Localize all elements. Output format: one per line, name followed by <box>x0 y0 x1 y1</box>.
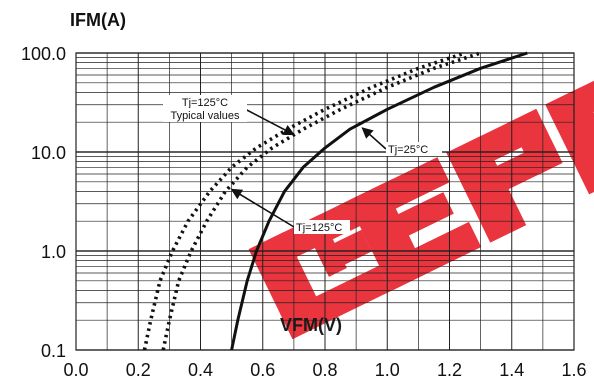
annotation-background <box>163 108 247 122</box>
x-tick-label: 0.0 <box>63 360 88 380</box>
x-axis-label: VFM(V) <box>280 315 342 335</box>
y-tick-label: 0.1 <box>41 341 66 361</box>
annotation-arrow <box>242 107 295 136</box>
x-tick-label: 0.8 <box>312 360 337 380</box>
watermark-block <box>248 200 360 275</box>
y-axis-label: IFM(A) <box>70 10 126 30</box>
series-line <box>230 51 528 351</box>
chart-series <box>142 51 528 351</box>
annotation-arrow <box>230 188 295 228</box>
annotation-label: Tj=125°C <box>296 222 342 234</box>
watermark-logo <box>248 38 594 340</box>
x-tick-label: 0.6 <box>250 360 275 380</box>
watermark-shape <box>248 38 594 340</box>
x-tick-label: 1.6 <box>561 360 586 380</box>
x-tick-label: 0.2 <box>126 360 151 380</box>
x-tick-label: 1.0 <box>375 360 400 380</box>
y-tick-label: 1.0 <box>41 242 66 262</box>
y-tick-label: 10.0 <box>31 143 66 163</box>
x-tick-label: 0.4 <box>188 360 213 380</box>
annotation-background <box>294 220 350 234</box>
annotation-label: Tj=125°C <box>182 97 228 109</box>
annotation-background <box>386 142 442 156</box>
y-tick-label: 100.0 <box>21 44 66 64</box>
watermark-block <box>362 192 454 254</box>
series-line <box>161 51 482 351</box>
watermark-block <box>379 221 482 291</box>
watermark-block <box>509 108 563 176</box>
watermark-block <box>545 38 594 130</box>
annotation-label: Tj=25°C <box>388 144 428 156</box>
x-tick-label: 1.2 <box>437 360 462 380</box>
annotation-label: Typical values <box>170 110 240 122</box>
axis-ticks: 0.0 0.2 0.4 0.6 0.8 1.0 1.2 1.4 1.6 0.1 1.0 10.0 100… <box>21 44 587 380</box>
x-tick-label: 1.4 <box>499 360 524 380</box>
watermark-block <box>280 265 392 340</box>
annotation-background <box>163 95 247 109</box>
annotation-arrow <box>361 127 387 150</box>
